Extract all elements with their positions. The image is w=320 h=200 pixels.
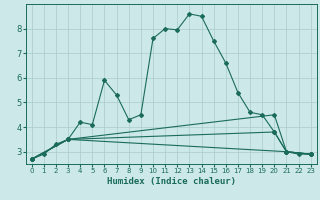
X-axis label: Humidex (Indice chaleur): Humidex (Indice chaleur) — [107, 177, 236, 186]
